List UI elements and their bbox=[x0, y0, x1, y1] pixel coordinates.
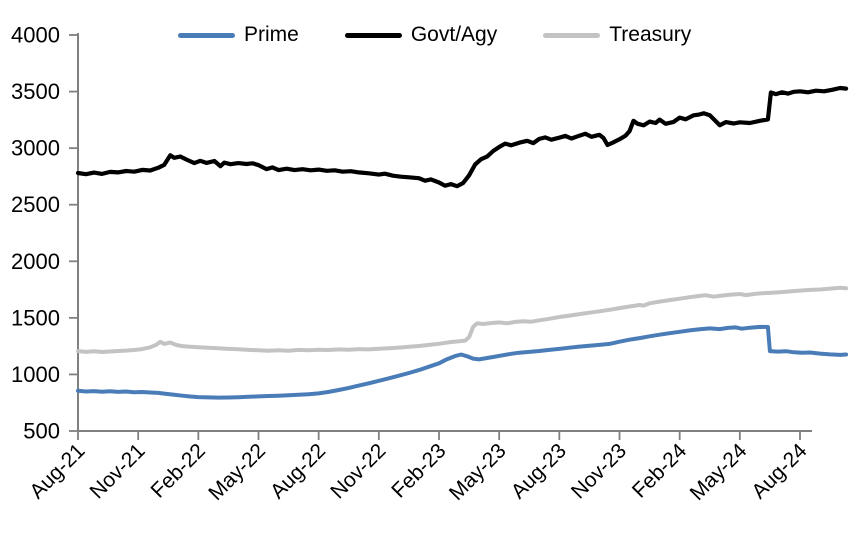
govt-agy-line-swatch bbox=[344, 32, 402, 38]
x-tick-label: Aug-22 bbox=[266, 439, 330, 503]
x-tick-label: Feb-23 bbox=[387, 439, 450, 502]
x-tick-label: Nov-23 bbox=[567, 439, 631, 503]
x-tick-label: Feb-22 bbox=[147, 439, 210, 502]
y-tick-label: 1000 bbox=[11, 362, 60, 387]
prime-line-swatch bbox=[178, 32, 235, 38]
y-tick-label: 2000 bbox=[11, 249, 60, 274]
x-tick-label: Aug-24 bbox=[747, 439, 811, 503]
series-line-govt-agy bbox=[75, 85, 849, 189]
legend-label-prime: Prime bbox=[244, 23, 299, 46]
treasury-line-swatch bbox=[543, 32, 601, 38]
legend-item-treasury: Treasury bbox=[543, 24, 691, 46]
x-tick-label: May-24 bbox=[686, 439, 752, 505]
x-tick-label: May-22 bbox=[204, 439, 270, 505]
legend-item-govt-agy: Govt/Agy bbox=[344, 23, 498, 46]
series-line-treasury bbox=[76, 285, 849, 354]
x-tick-label: Nov-21 bbox=[86, 439, 150, 503]
y-tick-label: 500 bbox=[23, 419, 60, 444]
y-tick-label: 1500 bbox=[11, 305, 60, 330]
y-tick-label: 3000 bbox=[11, 136, 60, 161]
series-line-prime bbox=[76, 324, 849, 400]
x-tick-label: Aug-23 bbox=[507, 439, 571, 503]
x-tick-label: Aug-21 bbox=[25, 439, 89, 503]
legend-item-prime: Prime bbox=[178, 24, 299, 46]
x-tick-label: Feb-24 bbox=[628, 439, 692, 503]
legend: Prime Govt/Agy Treasury bbox=[178, 24, 691, 46]
y-tick-label: 2500 bbox=[11, 192, 60, 217]
x-tick-label: Nov-22 bbox=[326, 439, 390, 503]
legend-label-govt-agy: Govt/Agy bbox=[410, 23, 498, 46]
legend-label-treasury: Treasury bbox=[609, 23, 692, 46]
y-tick-label: 3500 bbox=[11, 79, 60, 104]
x-tick-label: May-23 bbox=[445, 439, 511, 505]
y-tick-label: 4000 bbox=[11, 23, 60, 48]
